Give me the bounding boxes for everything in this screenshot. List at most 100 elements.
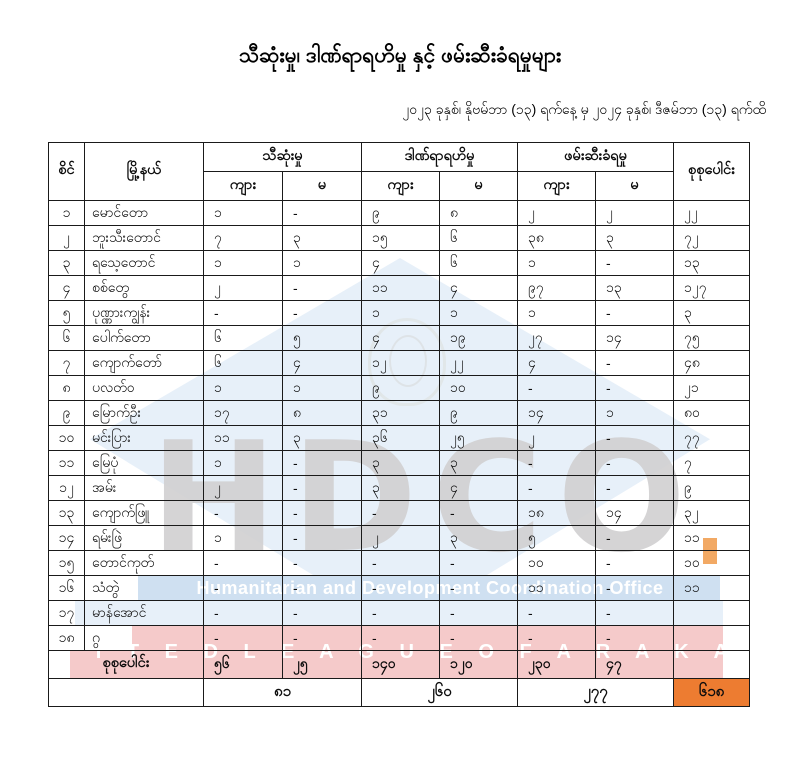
value-cell: ၁ — [203, 250, 283, 276]
value-cell: ၄ — [439, 275, 519, 301]
value-cell: ၁ — [203, 375, 283, 401]
value-cell: - — [439, 625, 519, 651]
statistics-table: စိင် မြို့နယ် သီဆုံးမှု ဒါဏ်ရာရဟိမှု ဖမ်… — [48, 142, 751, 707]
serial-cell: ၇ — [48, 350, 85, 376]
value-cell: - — [439, 600, 519, 626]
township-cell: ဘူးသီးတောင် — [84, 225, 204, 251]
table-row: ၁၃ ကျောက်ဖြူ - - - -၁၈ ၁၄ ၃၂ — [48, 500, 751, 526]
row-total-cell: ၈၀ — [673, 400, 751, 426]
page-title: သီဆုံးမှု၊ ဒါဏ်ရာရဟိမှု နှင့် ဖမ်းဆီးခံရ… — [238, 44, 562, 67]
value-cell: ၁ — [361, 300, 441, 326]
value-cell: ၇ — [203, 225, 283, 251]
township-cell: မောင်တော — [84, 200, 204, 226]
township-cell: ကျောက်ဖြူ — [84, 500, 204, 526]
value-cell: - — [361, 550, 441, 576]
value-cell: - — [281, 275, 363, 301]
serial-cell: ၁၅ — [48, 550, 85, 576]
township-cell: ရမ်းဖြဲ — [84, 525, 204, 551]
value-cell: - — [595, 525, 675, 551]
value-cell: - — [517, 475, 597, 501]
value-cell: ၁၁ — [517, 575, 597, 601]
serial-cell: ၁ — [48, 200, 85, 226]
value-cell: - — [203, 550, 283, 576]
value-cell: - — [281, 550, 363, 576]
township-cell: ပုဏ္ဏားကျွန်း — [84, 300, 204, 326]
serial-cell: ၁၂ — [48, 475, 85, 501]
value-cell: - — [281, 450, 363, 476]
table-row: ၇ကျောက်တော်၆၄၁၂ ၂၂၄-၄၈ — [48, 350, 751, 376]
value-cell: - — [517, 450, 597, 476]
table-row: ၁၇ မာန်အောင် - - - - - - — [48, 600, 751, 626]
value-cell: ၂၂ — [439, 350, 519, 376]
township-cell: မြောက်ဦး — [84, 400, 204, 426]
row-total-cell: ၂၂ — [673, 200, 751, 226]
header-male: ကျား — [517, 171, 597, 201]
row-total-cell: ၁၂၇ — [673, 275, 751, 301]
table-row: ၆ပေါက်တော၆၅၄၁၉ ၂၇ ၁၄ ၇၅ — [48, 325, 751, 351]
township-cell: ရသေ့တောင် — [84, 250, 204, 276]
value-cell: - — [517, 375, 597, 401]
value-cell: - — [517, 600, 597, 626]
value-cell: ၄ — [281, 350, 363, 376]
township-cell: စစ်တွေ — [84, 275, 204, 301]
value-cell: - — [595, 625, 675, 651]
value-cell: - — [361, 600, 441, 626]
value-cell: ၁ — [203, 200, 283, 226]
header-female: မ — [595, 171, 675, 201]
value-cell: ၄ — [361, 325, 441, 351]
value-cell: ၃ — [595, 225, 675, 251]
table-row: ၁၀ မင်းပြား ၁၁၃၃၆ ၂၅၂-၇၇ — [48, 425, 751, 451]
row-total-cell: ၇ — [673, 450, 751, 476]
table-row: ၁၄ ရမ်းဖြဲ၁-၂၃၅-၁၁ — [48, 525, 751, 551]
header-female: မ — [281, 171, 363, 201]
serial-cell: ၁၁ — [48, 450, 85, 476]
value-cell: ၉ — [361, 200, 441, 226]
serial-cell: ၁၆ — [48, 575, 85, 601]
table-row: ၁၂ အမ်း၂-၃၄- -၉ — [48, 475, 751, 501]
value-cell: - — [595, 425, 675, 451]
value-cell: ၂၅ — [439, 425, 519, 451]
serial-cell: ၁၈ — [48, 625, 85, 651]
township-cell: ပလတ်ဝ — [84, 375, 204, 401]
value-cell: ၂၇ — [517, 325, 597, 351]
value-cell: ၃ — [361, 475, 441, 501]
value-cell: ၁၂ — [361, 350, 441, 376]
value-cell: - — [203, 575, 283, 601]
header-arrests: ဖမ်းဆီးခံရမှု — [517, 142, 675, 172]
value-cell: ၂ — [517, 425, 597, 451]
serial-cell: ၆ — [48, 325, 85, 351]
value-cell: ၉ — [439, 400, 519, 426]
value-cell: - — [595, 250, 675, 276]
table-row: ၈ပလတ်ဝ၁၁၉၁၀- -၂၁ — [48, 375, 751, 401]
value-cell: - — [281, 200, 363, 226]
township-cell: ကျောက်တော် — [84, 350, 204, 376]
township-cell: ဂွ — [84, 625, 204, 651]
value-cell: - — [595, 350, 675, 376]
header-female: မ — [439, 171, 519, 201]
row-total-cell: ၇၅ — [673, 325, 751, 351]
value-cell: ၅ — [517, 525, 597, 551]
value-cell: - — [595, 375, 675, 401]
value-cell: ၁၉ — [439, 325, 519, 351]
serial-cell: ၁၀ — [48, 425, 85, 451]
value-cell: - — [203, 300, 283, 326]
row-total-cell: ၄၈ — [673, 350, 751, 376]
totals-row: စုစုပေါင်း ၅၆ ၂၅ ၁၄၀ ၁၂၀ ၂၃၀ ၄၇ — [48, 650, 751, 679]
row-total-cell: ၁၃ — [673, 250, 751, 276]
table-row: ၁၁ မြေပုံ၁-၃၃- -၇ — [48, 450, 751, 476]
value-cell: - — [517, 625, 597, 651]
value-cell: ၁၅ — [361, 225, 441, 251]
value-cell: ၁၄ — [595, 325, 675, 351]
serial-cell: ၁၇ — [48, 600, 85, 626]
row-total-cell: ၇၂ — [673, 225, 751, 251]
value-cell: ၉၇ — [517, 275, 597, 301]
row-total-cell: ၁၀ — [673, 550, 751, 576]
value-cell: ၁၁ — [203, 425, 283, 451]
row-total-cell: ၃ — [673, 300, 751, 326]
value-cell: ၁ — [439, 300, 519, 326]
value-cell: - — [281, 300, 363, 326]
value-cell: - — [281, 475, 363, 501]
township-cell: တောင်ကုတ် — [84, 550, 204, 576]
row-total-cell: ၂၁ — [673, 375, 751, 401]
value-cell: ၂ — [517, 200, 597, 226]
